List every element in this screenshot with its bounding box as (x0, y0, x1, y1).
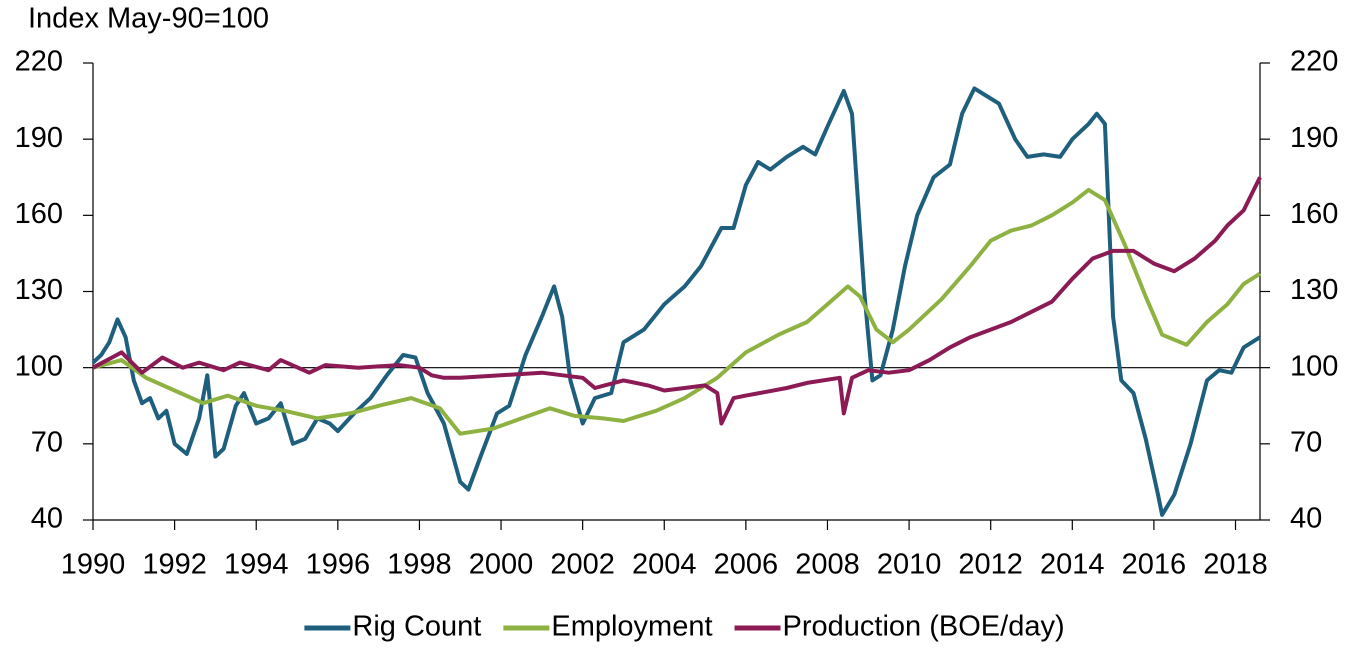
y2-tick-label: 100 (1290, 350, 1338, 382)
y-tick-label: 220 (15, 46, 63, 78)
x-tick-label: 1992 (142, 549, 207, 581)
x-tick-label: 2004 (632, 549, 697, 581)
x-tick-label: 1998 (387, 549, 452, 581)
y-axis-title: Index May-90=100 (28, 3, 269, 35)
y2-tick-label: 190 (1290, 122, 1338, 154)
y2-tick-label: 40 (1290, 503, 1322, 535)
x-tick-label: 2016 (1122, 549, 1187, 581)
y-tick-label: 130 (15, 274, 63, 306)
y-tick-label: 70 (31, 426, 63, 458)
line-series (92, 187, 1262, 436)
x-tick-label: 2000 (469, 549, 534, 581)
y-tick-label: 40 (31, 503, 63, 535)
y-tick-label: 100 (15, 350, 63, 382)
x-tick-label: 1994 (224, 549, 289, 581)
legend-label: Employment (551, 611, 712, 643)
line-series (91, 86, 1262, 517)
y2-tick-label: 70 (1290, 426, 1322, 458)
line-series (92, 176, 1262, 426)
y-tick-label: 190 (15, 122, 63, 154)
y2-tick-label: 160 (1290, 198, 1338, 230)
y2-tick-label: 220 (1290, 46, 1338, 78)
x-tick-label: 2006 (714, 549, 779, 581)
legend-label: Rig Count (352, 611, 481, 643)
x-tick-label: 2002 (550, 549, 615, 581)
x-tick-label: 1990 (61, 549, 126, 581)
x-tick-label: 2008 (795, 549, 860, 581)
x-tick-label: 2010 (877, 549, 942, 581)
x-tick-label: 2014 (1040, 549, 1105, 581)
y-tick-label: 160 (15, 198, 63, 230)
x-tick-label: 2018 (1203, 549, 1268, 581)
legend-label: Production (BOE/day) (783, 611, 1065, 643)
x-tick-label: 1996 (306, 549, 371, 581)
y2-tick-label: 130 (1290, 274, 1338, 306)
x-tick-label: 2012 (958, 549, 1023, 581)
